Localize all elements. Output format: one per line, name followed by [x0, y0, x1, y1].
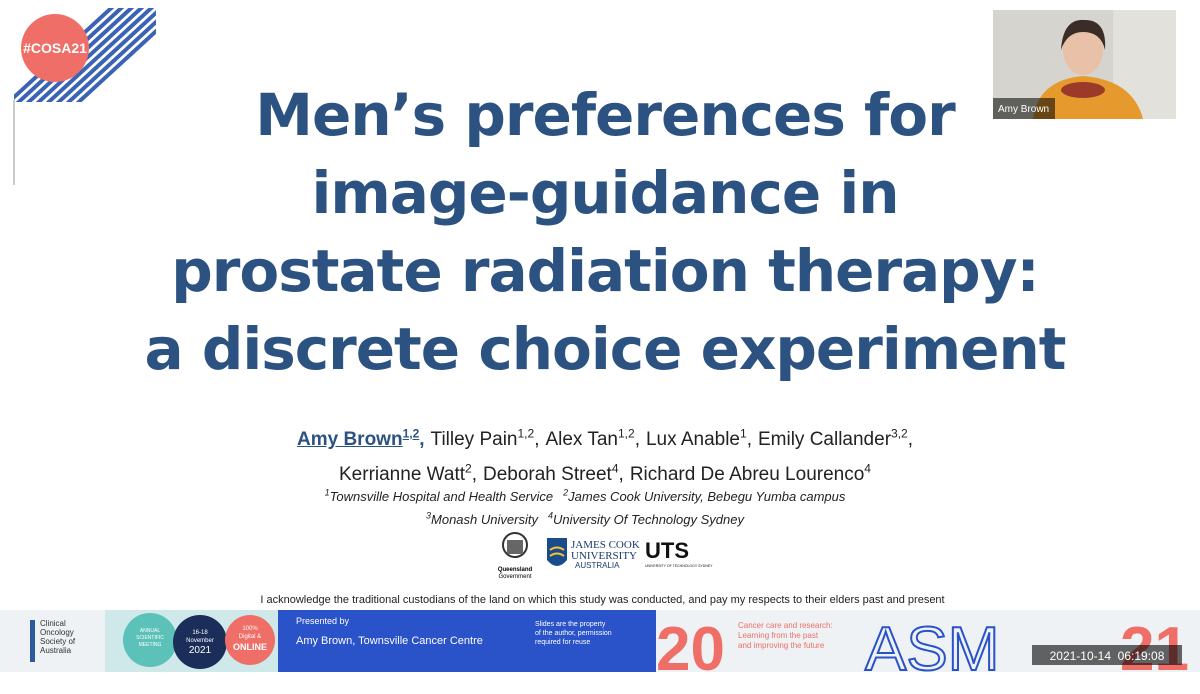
slide-title: Men’s preferences for image-guidance in pr… — [0, 76, 1200, 388]
author-name: Emily Callander — [757, 429, 892, 451]
logo-text: Queensland — [498, 567, 533, 573]
author: Tilley Pain1,2, — [430, 427, 540, 451]
banner-text: Australia — [40, 646, 72, 655]
acknowledgement: I acknowledge the traditional custodians… — [260, 594, 945, 606]
banner-text: Society of — [40, 637, 76, 646]
banner-text: MEETING — [139, 642, 162, 648]
author-affiliation: 2 — [465, 461, 472, 476]
affiliation-number: 1 — [324, 488, 330, 498]
corner-graphic: #COSA21 — [13, 8, 156, 185]
author-name: Lux Anable — [645, 429, 740, 451]
banner-text: 2021 — [189, 645, 212, 656]
hashtag: #COSA21 — [23, 40, 87, 56]
author: Alex Tan1,2, — [545, 427, 640, 451]
banner-text: ONLINE — [233, 642, 267, 652]
author-name: Amy Brown — [297, 429, 403, 451]
uts-logo: UTS UNIVERSITY OF TECHNOLOGY SYDNEY — [645, 538, 713, 568]
banner-text: November — [186, 638, 214, 644]
timestamp: 2021-10-14 06:19:08 — [1050, 649, 1165, 663]
author: Richard De Abreu Lourenco4 — [629, 461, 871, 485]
separator: , — [746, 429, 752, 451]
affiliation-name: Monash University — [431, 511, 538, 527]
separator: , — [471, 463, 477, 485]
logo-text: Government — [498, 574, 531, 580]
logo-text: UNIVERSITY — [571, 550, 637, 562]
author-name: Tilley Pain — [430, 429, 518, 451]
logo-text: UNIVERSITY OF TECHNOLOGY SYDNEY — [645, 564, 713, 568]
affiliation: 2James Cook University, Bebegu Yumba cam… — [563, 488, 846, 505]
title-line: prostate radiation therapy: — [171, 237, 1039, 305]
author-name: Deborah Street — [482, 463, 612, 485]
separator: , — [618, 463, 624, 485]
banner-text: Cancer care and research: — [738, 621, 833, 630]
affiliation-number: 2 — [563, 488, 569, 498]
banner-text: Oncology — [40, 628, 74, 637]
jcu-logo: JAMES COOK UNIVERSITY AUSTRALIA — [547, 538, 640, 570]
banner-text: ANNUAL — [140, 628, 161, 634]
author-affiliation: 3,2 — [891, 427, 908, 441]
separator: , — [419, 429, 425, 451]
presenter: Amy Brown, Townsville Cancer Centre — [296, 635, 483, 647]
affiliation: 1Townsville Hospital and Health Service — [324, 488, 554, 505]
affiliation-name: James Cook University, Bebegu Yumba camp… — [568, 489, 846, 505]
author-affiliation: 4 — [864, 461, 871, 476]
queensland-logo: Queensland Government — [498, 532, 533, 580]
affiliation: 3Monash University — [426, 510, 538, 527]
banner-text: and improving the future — [738, 641, 825, 650]
author: Amy Brown1,2, — [297, 427, 425, 451]
footer-banner: Clinical Oncology Society of Australia A… — [0, 610, 1200, 672]
author-name: Alex Tan — [545, 429, 618, 451]
logo-text: AUSTRALIA — [575, 561, 620, 570]
affiliation-list: 1Townsville Hospital and Health Service 2… — [0, 484, 1170, 529]
webcam-feed: Amy Brown — [993, 10, 1176, 119]
separator: , — [634, 429, 640, 451]
affiliation-number: 4 — [547, 510, 553, 521]
affiliation-line: 1Townsville Hospital and Health Service 2… — [0, 484, 1170, 506]
author-affiliation: 1,2 — [517, 427, 535, 441]
author-affiliation: 1,2 — [618, 427, 635, 441]
banner-text: 100% — [242, 626, 258, 632]
webcam-label: Amy Brown — [998, 104, 1049, 115]
banner-text: Learning from the past — [738, 631, 819, 640]
author-list: Amy Brown1,2, Tilley Pain1,2, Alex Tan1,2,… — [0, 420, 1200, 489]
title-line: a discrete choice experiment — [144, 315, 1066, 383]
banner-text: required for reuse — [535, 639, 590, 646]
banner-text: 16-18 — [192, 630, 208, 636]
banner-text: Clinical — [40, 619, 66, 628]
title-line: Men’s preferences for — [255, 81, 955, 149]
author-affiliation: 1 — [740, 427, 747, 441]
affiliation-number: 3 — [426, 510, 432, 521]
author-line: Amy Brown1,2, Tilley Pain1,2, Alex Tan1,2,… — [0, 420, 1200, 454]
presented-by: Presented by — [296, 616, 350, 626]
banner-text: SCIENTIFIC — [136, 635, 164, 641]
logo-text: UTS — [645, 538, 689, 563]
author: Lux Anable1, — [645, 427, 752, 451]
affiliation-name: Townsville Hospital and Health Service — [329, 489, 554, 505]
banner-text: Slides are the property — [535, 621, 606, 628]
author: Deborah Street4, — [482, 461, 624, 485]
banner-text: Digital & — [239, 634, 261, 640]
banner-asm: ASM — [865, 615, 999, 672]
title-line: image-guidance in — [311, 159, 899, 227]
author: Emily Callander3,2, — [757, 427, 913, 451]
author-affiliation: 1,2 — [402, 427, 420, 441]
separator: , — [534, 429, 540, 451]
affiliation-name: University Of Technology Sydney — [552, 511, 744, 527]
logo-row: Queensland Government JAMES COOK UNIVERS… — [498, 532, 713, 580]
banner-year: 20 — [656, 615, 725, 672]
logo-text: JAMES COOK — [571, 539, 640, 551]
banner-text: of the author, permission — [535, 630, 612, 637]
separator: , — [907, 429, 913, 451]
author-affiliation: 4 — [611, 461, 619, 476]
affiliation-line: 3Monash University 4University Of Technol… — [0, 506, 1170, 528]
author: Kerrianne Watt2, — [339, 461, 477, 485]
author-line: Kerrianne Watt2, Deborah Street4, Richard … — [0, 454, 1200, 488]
author-name: Kerrianne Watt — [339, 463, 466, 485]
affiliation: 4University Of Technology Sydney — [547, 510, 744, 527]
author-name: Richard De Abreu Lourenco — [629, 463, 865, 485]
